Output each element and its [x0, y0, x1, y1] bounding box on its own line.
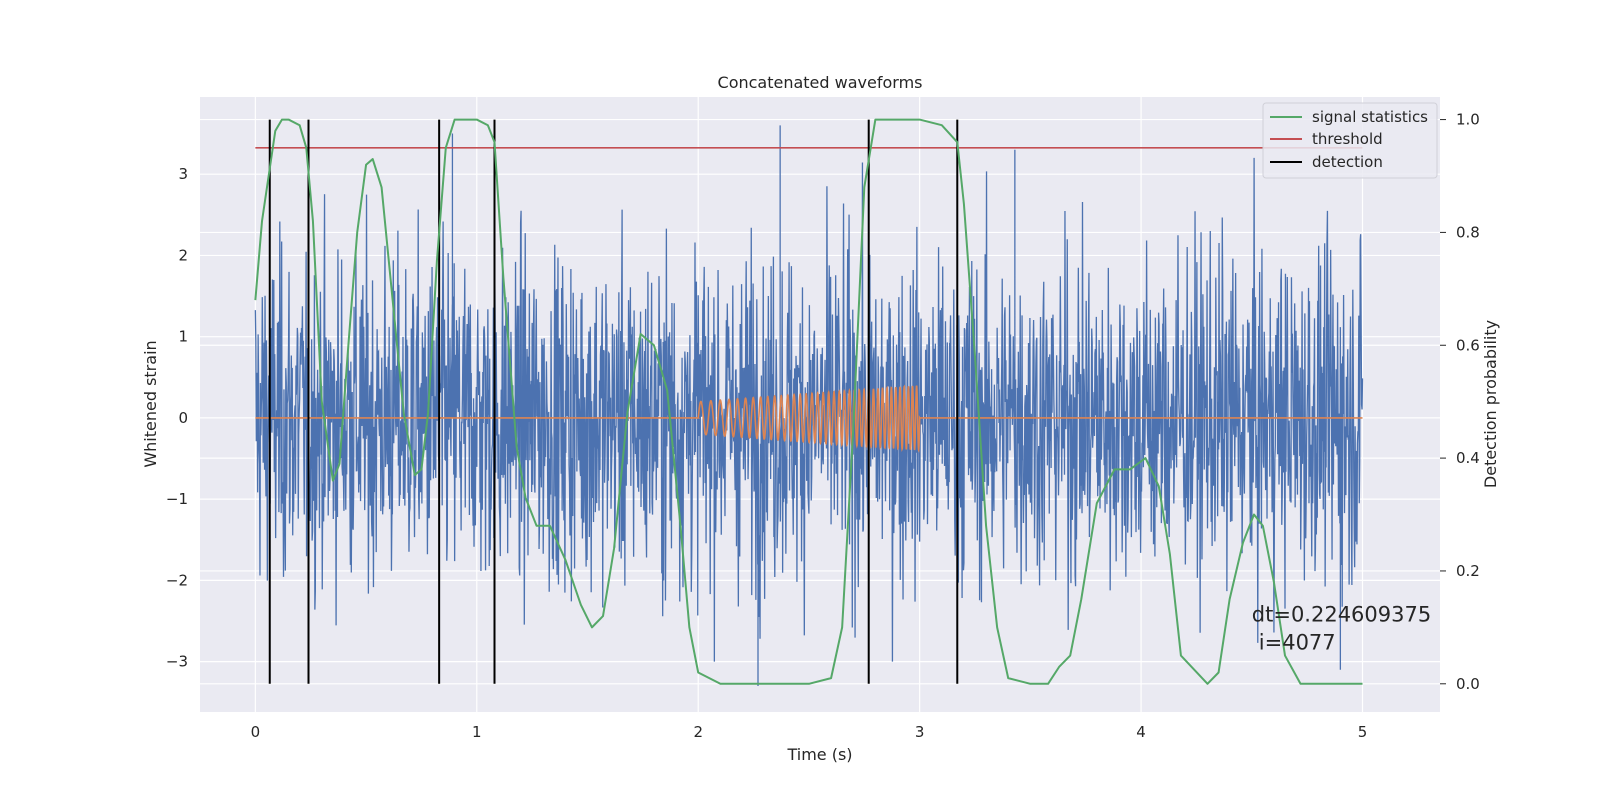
legend-box	[1262, 102, 1438, 179]
strain-series	[254, 125, 1364, 686]
right-y-tick-label: 0.0	[1456, 675, 1480, 693]
left-y-tick-label: 2	[178, 246, 188, 264]
annotation-index: i=4077	[1259, 631, 1336, 655]
x-tick-label: 0	[251, 723, 261, 741]
left-y-tick-label: −3	[166, 653, 188, 671]
right-y-axis: 0.0 0.2 0.4 0.6 0.8 1.0	[1440, 111, 1480, 693]
right-y-tick-label: 0.8	[1456, 223, 1480, 241]
left-y-tick-label: 1	[178, 328, 188, 346]
annotation-dt: dt=0.224609375	[1252, 603, 1431, 627]
right-y-axis-label: Detection probability	[1481, 320, 1500, 488]
signal-statistics-series	[254, 118, 1363, 685]
legend-label-signal-statistics: signal statistics	[1312, 108, 1428, 126]
legend-label-threshold: threshold	[1312, 130, 1383, 148]
left-y-tick-label: −1	[166, 490, 188, 508]
x-tick-label: 5	[1358, 723, 1368, 741]
left-y-tick-label: 3	[178, 165, 188, 183]
left-y-axis: −3 −2 −1 0 1 2 3	[166, 165, 188, 670]
x-tick-label: 4	[1136, 723, 1146, 741]
left-y-tick-label: 0	[178, 409, 188, 427]
right-y-tick-label: 0.4	[1456, 449, 1480, 467]
signal-statistics-line	[254, 118, 1363, 685]
left-y-tick-label: −2	[166, 571, 188, 589]
detection-series	[268, 119, 959, 684]
right-y-tick-label: 1.0	[1456, 111, 1480, 129]
right-y-tick-label: 0.6	[1456, 336, 1480, 354]
legend: signal statistics threshold detection	[1262, 102, 1438, 179]
chirp-series	[255, 384, 1363, 453]
chart-title: Concatenated waveforms	[718, 73, 923, 92]
chirp-line	[255, 384, 1363, 453]
x-axis-label: Time (s)	[786, 745, 852, 764]
x-tick-label: 1	[472, 723, 482, 741]
legend-label-detection: detection	[1312, 153, 1383, 171]
x-tick-label: 2	[693, 723, 703, 741]
x-axis: 0 1 2 3 4 5	[251, 723, 1368, 741]
right-y-tick-label: 0.2	[1456, 562, 1480, 580]
left-y-axis-label: Whitened strain	[141, 340, 160, 467]
x-tick-label: 3	[915, 723, 925, 741]
plot-content	[254, 118, 1364, 686]
strain-line	[254, 125, 1364, 686]
